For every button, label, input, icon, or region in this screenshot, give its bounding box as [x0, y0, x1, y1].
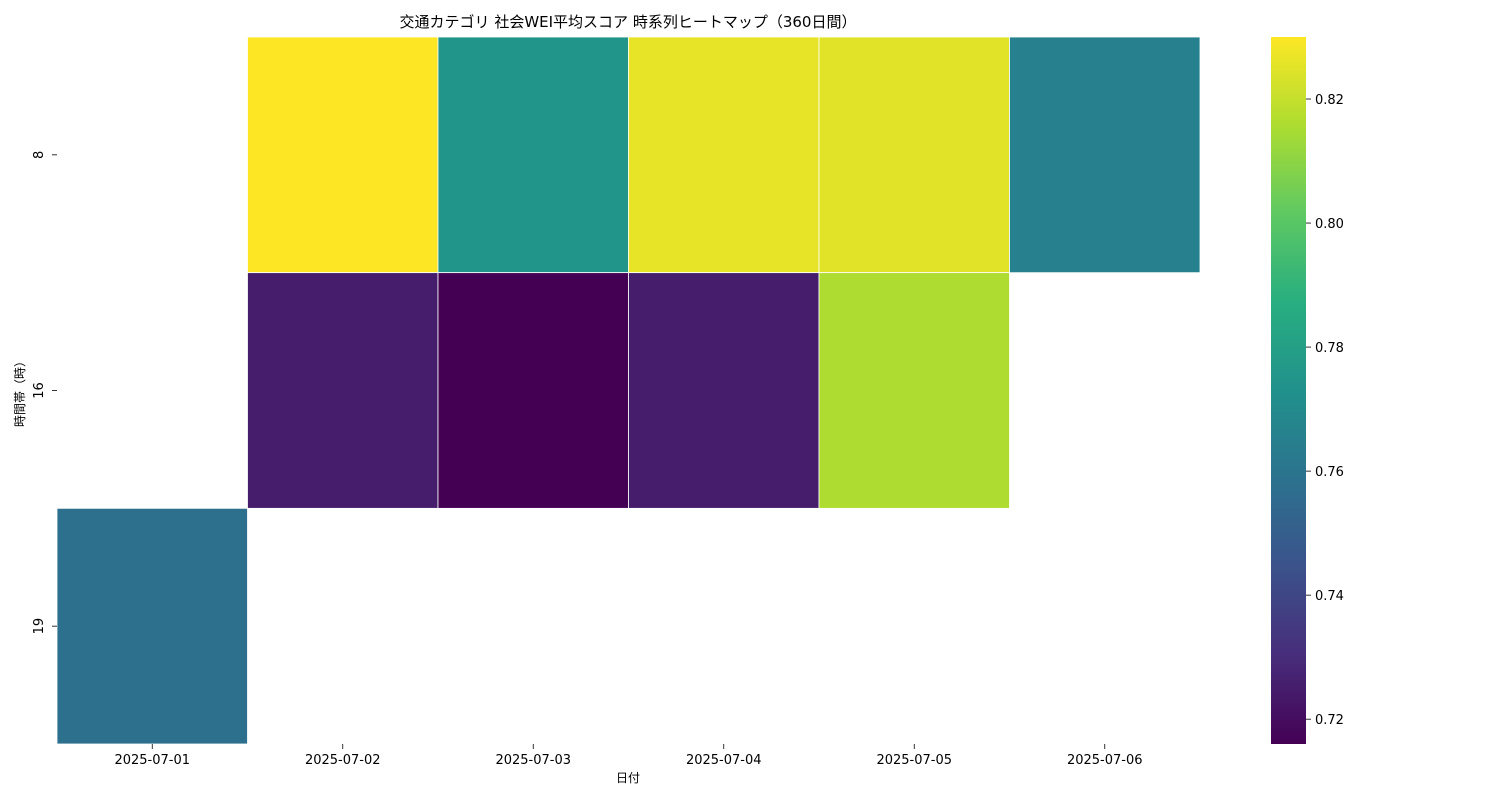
heatmap-cell-16-2025-07-04 — [628, 272, 820, 509]
y-axis-ticks: 8 16 19 — [32, 151, 57, 635]
colorbar-tick-label: 0.72 — [1315, 713, 1344, 728]
chart-title: 交通カテゴリ 社会WEI平均スコア 時系列ヒートマップ（360日間） — [400, 13, 857, 31]
heatmap-cell-16-2025-07-02 — [247, 272, 439, 509]
y-axis-label: 時間帯（時） — [13, 355, 27, 427]
x-tick-label: 2025-07-05 — [876, 753, 952, 768]
heatmap-cells — [56, 36, 1201, 745]
y-tick-label: 16 — [32, 382, 47, 399]
heatmap-cell-8-2025-07-02 — [247, 36, 439, 274]
heatmap-cell-8-2025-07-04 — [628, 36, 820, 274]
x-tick-label: 2025-07-02 — [305, 753, 381, 768]
x-axis-ticks: 2025-07-01 2025-07-02 2025-07-03 2025-07-04… — [114, 744, 1143, 768]
heatmap-cell-8-2025-07-05 — [818, 36, 1010, 274]
colorbar-ticks: 0.72 0.74 0.76 0.78 0.80 0.82 — [1306, 93, 1344, 728]
x-tick-label: 2025-07-03 — [495, 753, 571, 768]
colorbar-tick-label: 0.82 — [1315, 93, 1344, 108]
y-tick-label: 19 — [32, 618, 47, 635]
colorbar-tick-label: 0.74 — [1315, 589, 1344, 604]
heatmap-cell-16-2025-07-05 — [818, 272, 1010, 509]
heatmap-cell-16-2025-07-03 — [437, 272, 629, 509]
heatmap-cell-8-2025-07-06 — [1009, 36, 1201, 274]
x-tick-label: 2025-07-06 — [1067, 753, 1143, 768]
colorbar-tick-label: 0.78 — [1315, 341, 1344, 356]
colorbar-tick-label: 0.76 — [1315, 465, 1344, 480]
y-tick-label: 8 — [32, 151, 47, 159]
x-axis-label: 日付 — [616, 771, 640, 785]
heatmap-cell-19-2025-07-01 — [56, 507, 248, 745]
x-tick-label: 2025-07-04 — [686, 753, 762, 768]
heatmap-cell-8-2025-07-03 — [437, 36, 629, 274]
colorbar-tick-label: 0.80 — [1315, 217, 1344, 232]
x-tick-label: 2025-07-01 — [114, 753, 190, 768]
colorbar — [1271, 37, 1306, 744]
